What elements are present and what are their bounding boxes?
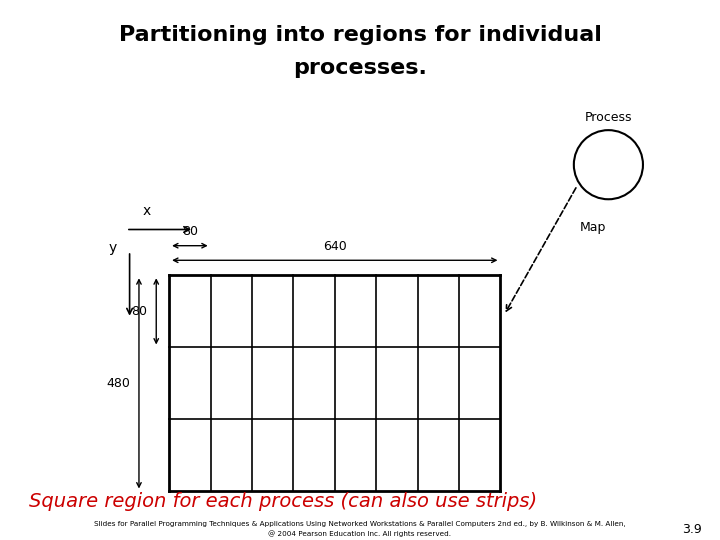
Text: Slides for Parallel Programming Techniques & Applications Using Networked Workst: Slides for Parallel Programming Techniqu… [94, 521, 626, 527]
Text: 480: 480 [107, 377, 130, 390]
Text: Process: Process [585, 111, 632, 124]
Text: @ 2004 Pearson Education Inc. All rights reserved.: @ 2004 Pearson Education Inc. All rights… [269, 530, 451, 537]
Text: 640: 640 [323, 240, 346, 253]
Text: Partitioning into regions for individual: Partitioning into regions for individual [119, 25, 601, 45]
Text: x: x [143, 204, 150, 218]
Text: y: y [109, 241, 117, 255]
Text: 80: 80 [132, 305, 148, 318]
Text: processes.: processes. [293, 57, 427, 78]
Text: Map: Map [580, 221, 606, 234]
Text: Square region for each process (can also use strips): Square region for each process (can also… [29, 491, 537, 511]
Ellipse shape [574, 130, 643, 199]
Text: 3.9: 3.9 [683, 523, 702, 536]
Text: 80: 80 [182, 225, 198, 238]
